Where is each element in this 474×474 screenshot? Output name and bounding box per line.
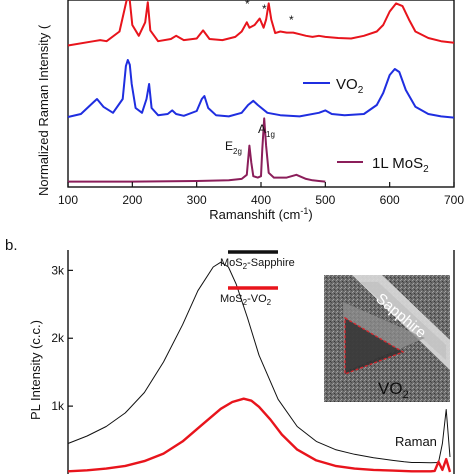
panel-b-series bbox=[67, 261, 452, 473]
y-tick-label: 1k bbox=[51, 399, 65, 413]
panel-a-legend: VO2 1L MoS2 bbox=[303, 76, 429, 175]
panel-b-y-ticks: 1k 2k 3k bbox=[51, 263, 73, 413]
pl-series-line bbox=[67, 397, 452, 473]
panel-b-legend: MoS2-Sapphire MoS2-VO2 bbox=[220, 250, 295, 307]
peak-asterisk: * bbox=[262, 2, 267, 16]
raman-annotation: Raman bbox=[395, 434, 437, 449]
peak-label-e2g: E2g bbox=[225, 139, 242, 156]
panel-a: 100 200 300 400 500 600 700 Normalized Raman I… bbox=[36, 0, 464, 222]
legend-label-sapphire: MoS2-Sapphire bbox=[220, 257, 295, 271]
panel-b-letter: b. bbox=[5, 237, 18, 254]
panel-b: b. 1k 2k 3k PL Intensity (c.c.) bbox=[5, 237, 455, 474]
raman-series-line bbox=[68, 117, 326, 183]
panel-a-y-axis-label: Normalized Raman Intensity ( bbox=[36, 24, 51, 196]
raman-series-line bbox=[67, 0, 455, 47]
sapphire-stripe-inner bbox=[360, 282, 446, 360]
raman-series-line bbox=[67, 59, 455, 119]
x-tick-label: 200 bbox=[122, 193, 142, 207]
legend-label-vo2: MoS2-VO2 bbox=[220, 293, 272, 307]
mos2-triangle-outline bbox=[344, 316, 405, 376]
x-tick-label: 600 bbox=[380, 193, 400, 207]
sapphire-stripe bbox=[352, 275, 450, 370]
x-tick-label: 500 bbox=[315, 193, 335, 207]
panel-a-series bbox=[67, 0, 455, 183]
pl-series-line bbox=[67, 261, 451, 464]
sem-inset-image: Sapphire VO2 bbox=[324, 275, 450, 402]
x-tick-label: 700 bbox=[444, 193, 464, 207]
panel-a-x-ticks: 100 200 300 400 500 600 700 bbox=[58, 182, 464, 207]
peak-label-a1g: A1g bbox=[258, 122, 275, 139]
panel-a-x-axis-label: Ramanshift (cm-1) bbox=[209, 206, 312, 222]
legend-label-vo2: VO2 bbox=[336, 76, 364, 96]
peak-asterisk: * bbox=[289, 13, 294, 27]
inset-label-vo2: VO2 bbox=[378, 379, 409, 401]
legend-label-mos2: 1L MoS2 bbox=[372, 155, 429, 175]
panel-b-y-axis-label: PL Intensity (c.c.) bbox=[28, 320, 43, 420]
y-tick-label: 3k bbox=[51, 263, 65, 277]
x-tick-label: 300 bbox=[187, 193, 207, 207]
y-tick-label: 2k bbox=[51, 331, 65, 345]
x-tick-label: 100 bbox=[58, 193, 78, 207]
x-tick-label: 400 bbox=[251, 193, 271, 207]
peak-asterisk: * bbox=[245, 0, 250, 11]
